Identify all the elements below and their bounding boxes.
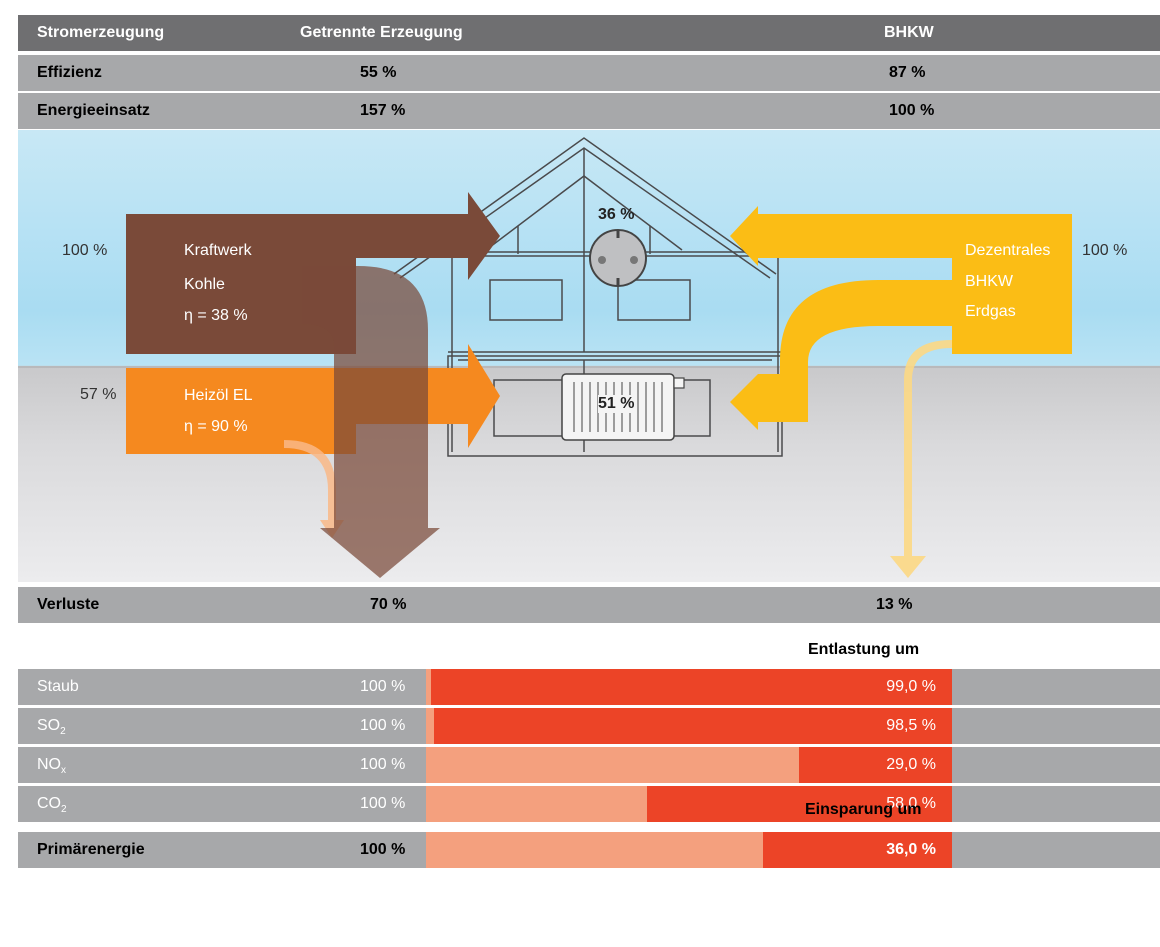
emission-row: Staub 100 % 99,0 % — [18, 669, 1160, 705]
primary-energy-row: Primärenergie 100 % 36,0 % — [18, 832, 1160, 868]
coal-label-line2: Kohle — [184, 276, 225, 293]
emission-bar: 99,0 % — [426, 669, 952, 705]
emission-name-text: NO — [37, 756, 61, 773]
oil-label-line1: Heizöl EL — [184, 387, 253, 404]
losses-row: Verluste 70 % 13 % — [18, 587, 1160, 623]
emission-name: Staub — [37, 669, 79, 705]
table-header: Stromerzeugung Getrennte Erzeugung BHKW — [18, 15, 1160, 51]
bar-reduction — [433, 708, 952, 744]
coal-label-line1: Kraftwerk — [184, 242, 252, 259]
oil-input-percent: 57 % — [80, 386, 117, 403]
emission-bar: 58,0 % — [426, 786, 952, 822]
emission-name: CO2 — [37, 786, 67, 822]
house-illustration — [18, 137, 1160, 578]
bar-reduction — [799, 747, 952, 783]
emission-reduction-value: 58,0 % — [886, 795, 936, 812]
losses-separate-value: 70 % — [370, 596, 407, 613]
primary-energy-baseline: 100 % — [360, 841, 406, 858]
coal-label-line3: η = 38 % — [184, 307, 248, 324]
emission-name-text: SO — [37, 717, 61, 734]
emission-baseline: 100 % — [360, 795, 406, 812]
emission-baseline: 100 % — [360, 717, 406, 734]
energy-flow-diagram: 100 % Kraftwerk Kohle η = 38 % 57 % Heiz… — [18, 130, 1160, 582]
emission-baseline: 100 % — [360, 678, 406, 695]
emission-row: CO2 100 % 58,0 % — [18, 786, 1160, 822]
chp-label-line1: Dezentrales — [965, 242, 1051, 259]
relief-heading: Entlastung um — [808, 641, 920, 658]
emission-reduction-value: 99,0 % — [886, 678, 936, 695]
coal-input-percent: 100 % — [62, 242, 108, 259]
emission-name: NOx — [37, 747, 66, 783]
energy-input-separate-value: 157 % — [360, 102, 406, 119]
primary-energy-label: Primärenergie — [37, 841, 145, 858]
emission-name-text: CO — [37, 795, 61, 812]
efficiency-chp-value: 87 % — [889, 64, 926, 81]
emission-row: NOx 100 % 29,0 % — [18, 747, 1160, 783]
emission-row: SO2 100 % 98,5 % — [18, 708, 1160, 744]
header-chp: BHKW — [884, 24, 934, 41]
emission-reduction-value: 29,0 % — [886, 756, 936, 773]
emission-bar: 29,0 % — [426, 747, 952, 783]
bar-reduction — [646, 786, 952, 822]
electricity-share: 36 % — [598, 206, 635, 223]
saving-heading: Einsparung um — [805, 801, 922, 818]
chp-label-line3: Erdgas — [965, 303, 1016, 320]
emission-reduction-value: 98,5 % — [886, 717, 936, 734]
primary-energy-bar: 36,0 % — [426, 832, 952, 868]
losses-chp-value: 13 % — [876, 596, 913, 613]
emission-name-subscript: 2 — [60, 726, 66, 737]
energy-input-row: Energieeinsatz 157 % 100 % — [18, 93, 1160, 129]
chp-input-percent: 100 % — [1082, 242, 1128, 259]
bar-reduction — [431, 669, 952, 705]
energy-input-chp-value: 100 % — [889, 102, 935, 119]
efficiency-separate-value: 55 % — [360, 64, 397, 81]
oil-label-line2: η = 90 % — [184, 418, 248, 435]
energy-input-label: Energieeinsatz — [37, 102, 150, 119]
emission-name-text: Staub — [37, 678, 79, 695]
header-power-generation: Stromerzeugung — [37, 24, 165, 41]
losses-label: Verluste — [37, 596, 100, 613]
emission-name-subscript: x — [61, 765, 66, 776]
primary-energy-saving: 36,0 % — [886, 841, 936, 858]
heat-share: 51 % — [598, 395, 635, 413]
emission-baseline: 100 % — [360, 756, 406, 773]
emission-name: SO2 — [37, 708, 66, 744]
emission-name-subscript: 2 — [61, 804, 67, 815]
efficiency-label: Effizienz — [37, 64, 102, 81]
header-separate-generation: Getrennte Erzeugung — [300, 24, 463, 41]
chp-label-line2: BHKW — [965, 273, 1013, 290]
emission-bar: 98,5 % — [426, 708, 952, 744]
bar-saving — [762, 832, 952, 868]
efficiency-row: Effizienz 55 % 87 % — [18, 55, 1160, 91]
